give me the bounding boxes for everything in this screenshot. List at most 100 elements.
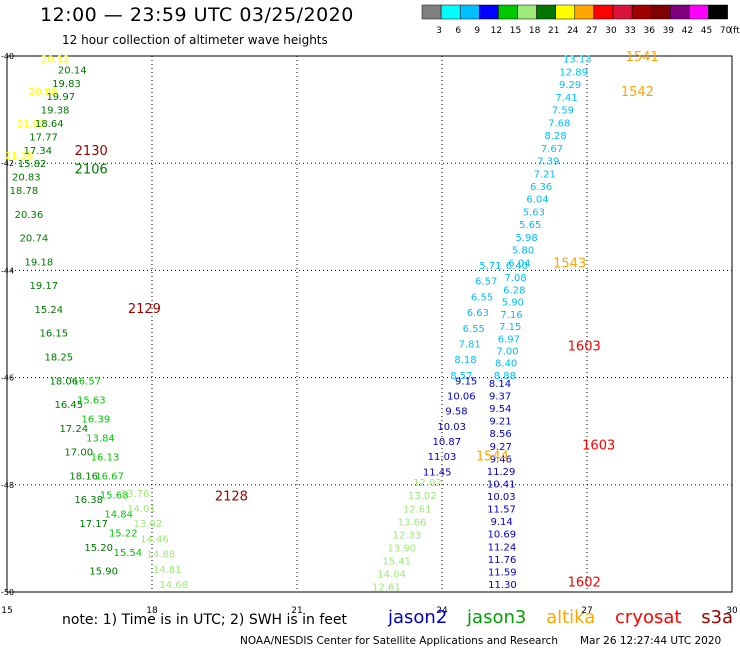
pass-time-label: 2129 xyxy=(128,302,161,317)
y-tick-label: -42 xyxy=(1,159,14,168)
wave-height-value: 11.76 xyxy=(488,555,517,566)
wave-height-value: 20.74 xyxy=(20,234,49,245)
wave-height-value: 6.04 xyxy=(526,195,548,206)
wave-height-value: 15.22 xyxy=(109,529,138,540)
wave-height-value: 12.61 xyxy=(372,583,401,594)
wave-height-value: 13.02 xyxy=(408,491,437,502)
colorbar-label: 27 xyxy=(586,26,597,36)
wave-height-value: 13.84 xyxy=(86,433,115,444)
wave-height-value: 7.16 xyxy=(500,310,522,321)
wave-height-value: 13.13 xyxy=(563,55,592,66)
wave-height-value: 9.14 xyxy=(491,517,513,528)
page-title: 12:00 — 23:59 UTC 03/25/2020 xyxy=(40,4,354,26)
colorbar-label: 3 xyxy=(436,26,442,36)
y-tick-label: -48 xyxy=(1,481,14,490)
wave-height-value: 16.13 xyxy=(91,453,120,464)
wave-height-value: 14.88 xyxy=(147,550,176,561)
y-tick-label: -46 xyxy=(1,374,14,383)
colorbar-label: 6 xyxy=(455,26,461,36)
wave-height-value: 8.28 xyxy=(544,131,566,142)
wave-height-value: 20.14 xyxy=(58,65,87,76)
wave-height-value: 17.00 xyxy=(64,448,93,459)
wave-height-value: 9.58 xyxy=(445,407,467,418)
legend-s3a: s3a xyxy=(701,607,734,628)
colorbar-label: 36 xyxy=(643,26,655,36)
wave-height-value: 20.88 xyxy=(29,87,58,98)
wave-height-value: 6.63 xyxy=(467,308,489,319)
wave-height-value: 9.29 xyxy=(559,80,581,91)
wave-height-value: 18.64 xyxy=(35,119,64,130)
wave-height-value: 5.63 xyxy=(523,207,545,218)
pass-time-label: 1602 xyxy=(568,575,601,590)
wave-height-value: 6.04 xyxy=(508,258,530,269)
wave-height-value: 10.87 xyxy=(433,437,462,448)
wave-height-value: 8.56 xyxy=(489,429,511,440)
pass-time-label: 1541 xyxy=(626,50,659,65)
pass-time-label: 2106 xyxy=(75,163,108,178)
wave-height-value: 6.57 xyxy=(475,277,497,288)
colorbar-label: 39 xyxy=(663,26,675,36)
wave-height-value: 6.55 xyxy=(471,292,493,303)
wave-height-value: 11.30 xyxy=(488,580,517,591)
wave-height-value: 15.68 xyxy=(100,491,129,502)
colorbar-label: 24 xyxy=(567,26,579,36)
x-tick-label: 30 xyxy=(726,606,738,616)
pass-time-label: 2128 xyxy=(215,490,248,505)
wave-height-value: 19.97 xyxy=(46,92,75,103)
footer-timestamp: Mar 26 12:27:44 UTC 2020 xyxy=(580,635,722,647)
wave-height-value: 5.71 xyxy=(479,261,501,272)
colorbar-unit: (ft) xyxy=(730,26,740,36)
wave-height-value: 11.59 xyxy=(488,567,517,578)
wave-height-value: 13.90 xyxy=(388,543,417,554)
wave-height-value: 7.59 xyxy=(552,106,574,117)
colorbar-label: 30 xyxy=(605,26,617,36)
wave-height-value: 8.14 xyxy=(489,379,511,390)
page-subtitle: 12 hour collection of altimeter wave hei… xyxy=(62,33,328,47)
wave-height-value: 7.15 xyxy=(499,322,521,333)
wave-height-value: 21.82 xyxy=(17,119,46,130)
wave-height-value: 9.21 xyxy=(489,417,511,428)
wave-height-value: 9.54 xyxy=(489,404,511,415)
colorbar-label: 70 xyxy=(720,26,732,36)
wave-height-value: 7.81 xyxy=(458,340,480,351)
pass-time-label: 2130 xyxy=(75,144,108,159)
wave-height-value: 7.68 xyxy=(548,118,570,129)
x-tick-label: 15 xyxy=(1,606,12,616)
wave-height-value: 9.27 xyxy=(490,442,512,453)
wave-height-value: 15.82 xyxy=(18,159,47,170)
wave-height-value: 10.03 xyxy=(437,422,466,433)
wave-height-value: 5.65 xyxy=(519,220,541,231)
wave-height-value: 16.57 xyxy=(72,376,101,387)
wave-height-value: 12.33 xyxy=(393,530,422,541)
wave-height-value: 17.77 xyxy=(29,132,58,143)
wave-height-value: 11.03 xyxy=(428,452,457,463)
wave-height-value: 15.20 xyxy=(84,543,113,554)
wave-height-value: 8.57 xyxy=(450,371,472,382)
colorbar-label: 15 xyxy=(510,26,521,36)
wave-height-value: 8.18 xyxy=(454,355,476,366)
wave-height-value: 10.06 xyxy=(447,391,476,402)
wave-height-value: 16.38 xyxy=(74,495,103,506)
wave-height-value: 10.69 xyxy=(487,530,516,541)
footer-credit: NOAA/NESDIS Center for Satellite Applica… xyxy=(240,635,558,647)
x-tick-label: 24 xyxy=(436,606,448,616)
legend-cryosat: cryosat xyxy=(615,607,682,628)
wave-height-value: 14.01 xyxy=(127,504,156,515)
wave-height-value: 9.46 xyxy=(490,454,512,465)
pass-time-label: 1543 xyxy=(553,256,586,271)
wave-height-value: 5.80 xyxy=(512,246,534,257)
x-tick-label: 21 xyxy=(291,606,302,616)
wave-height-value: 9.15 xyxy=(455,376,477,387)
wave-height-value: 6.97 xyxy=(498,334,520,345)
wave-height-value: 9.37 xyxy=(489,392,511,403)
wave-height-value: 13.02 xyxy=(134,519,163,530)
wave-height-value: 7.39 xyxy=(537,157,559,168)
colorbar-label: 12 xyxy=(491,26,502,36)
wave-height-value: 20.12 xyxy=(41,55,70,66)
wave-height-value: 14.81 xyxy=(153,565,182,576)
wave-height-value: 17.24 xyxy=(59,424,88,435)
wave-height-value: 14.04 xyxy=(377,570,406,581)
wave-height-value: 7.00 xyxy=(496,347,518,358)
wave-height-value: 6.28 xyxy=(503,285,525,296)
wave-height-value: 19.17 xyxy=(30,281,59,292)
